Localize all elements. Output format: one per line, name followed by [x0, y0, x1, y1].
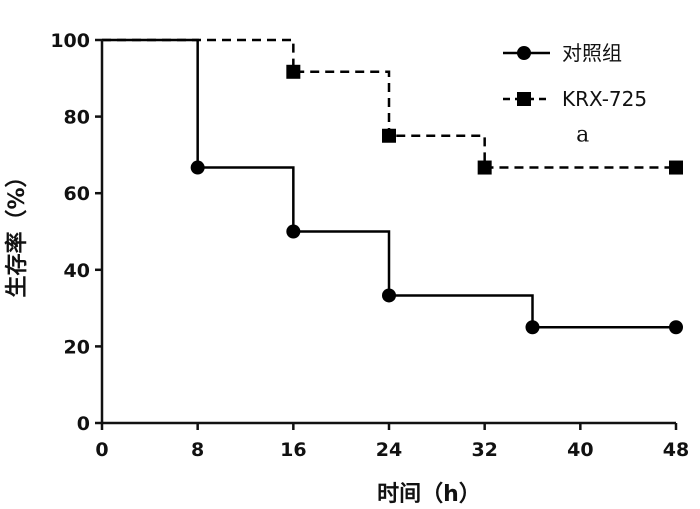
x-tick-label: 32	[471, 439, 497, 461]
legend-label-1: 对照组	[562, 41, 622, 65]
y-tick-label: 0	[77, 413, 90, 435]
x-tick-label: 48	[663, 439, 689, 461]
data-point-circle	[190, 160, 205, 175]
data-point-square	[286, 64, 301, 79]
data-point-square	[382, 128, 396, 143]
data-point-circle	[669, 320, 683, 335]
y-axis-title: 生存率（%）	[4, 165, 30, 297]
legend-marker-square	[517, 92, 531, 106]
annotation-label: a	[576, 122, 589, 147]
series-line-2	[102, 38, 676, 169]
x-tick-label: 24	[376, 439, 402, 461]
x-tick-label: 0	[95, 439, 108, 461]
x-tick-label: 16	[280, 439, 306, 461]
plot-axes: 0 8 16 24 32 40 48 0 20 40 60 80 100 时间（h） 生存率（%）	[4, 30, 689, 507]
legend: 对照组 KRX-725 a	[503, 41, 647, 147]
x-axis-title: 时间（h）	[377, 482, 481, 507]
legend-marker-circle	[517, 46, 531, 60]
x-tick-label: 40	[567, 439, 593, 461]
x-tick-label: 8	[191, 439, 204, 461]
data-point-square	[669, 160, 683, 175]
legend-label-2: KRX-725	[562, 87, 647, 111]
plot-lines	[102, 38, 676, 329]
y-tick-label: 60	[64, 183, 90, 205]
y-tick-label: 40	[64, 260, 90, 282]
y-tick-label: 20	[64, 336, 90, 358]
data-point-circle	[525, 320, 540, 335]
data-point-square	[477, 160, 492, 175]
y-tick-label: 80	[64, 107, 90, 129]
plot-markers	[190, 64, 683, 335]
data-point-circle	[286, 224, 301, 239]
data-point-circle	[382, 288, 396, 303]
series-line-1	[102, 38, 676, 329]
y-tick-label: 100	[50, 30, 90, 52]
